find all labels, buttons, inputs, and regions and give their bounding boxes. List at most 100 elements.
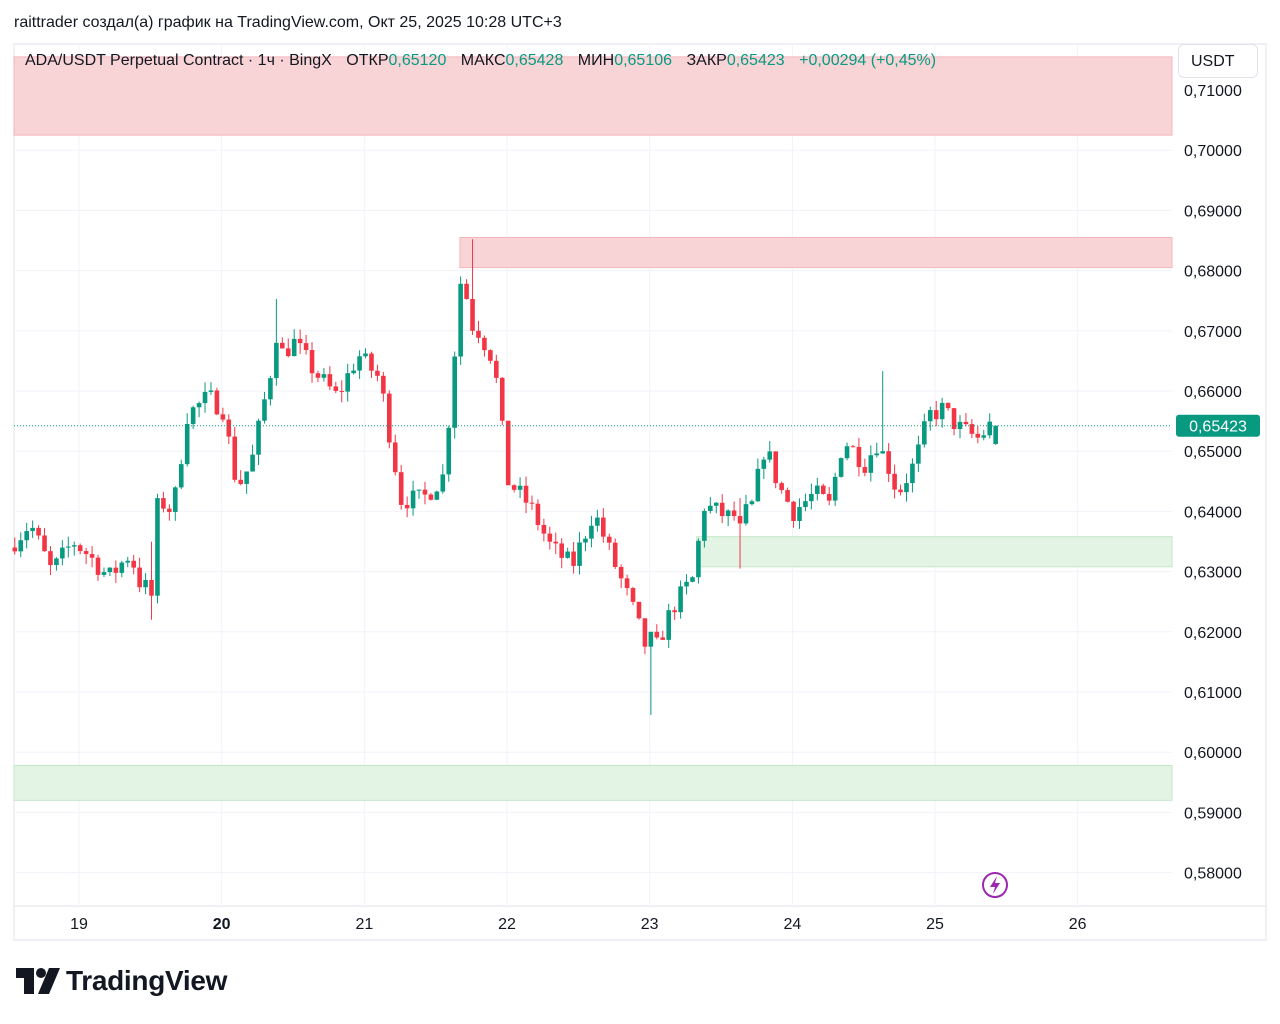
time-tick-label: 25	[926, 916, 944, 933]
candle-body	[274, 342, 279, 379]
time-tick-label: 24	[783, 916, 801, 933]
candle-body	[482, 337, 487, 351]
candle-body	[95, 557, 101, 575]
candle-body	[767, 451, 773, 460]
candle-body	[464, 283, 469, 299]
candle-body	[262, 399, 267, 421]
candle-body	[702, 510, 707, 541]
price-tick-label: 0,61000	[1184, 685, 1242, 702]
candle-body	[642, 618, 648, 647]
candle-body	[137, 567, 142, 588]
candle-body	[42, 535, 47, 552]
currency-button[interactable]: USDT	[1178, 44, 1258, 78]
candle-body	[737, 516, 743, 524]
candle-body	[428, 494, 434, 500]
candle-body	[612, 542, 618, 567]
candle-body	[761, 459, 767, 469]
time-tick-label: 26	[1069, 916, 1087, 933]
candle-body	[351, 370, 356, 374]
candle-body	[184, 423, 190, 465]
candle-body	[178, 464, 184, 488]
candle-body	[434, 491, 440, 500]
candle-body	[571, 551, 576, 566]
candle-body	[54, 558, 59, 566]
candle-body	[285, 348, 291, 357]
candle-body	[874, 453, 880, 456]
candle-body	[779, 483, 784, 491]
candle-body	[268, 378, 273, 400]
price-tick-label: 0,65000	[1184, 444, 1242, 461]
candle-body	[327, 374, 333, 387]
candle-body	[565, 551, 570, 558]
candle-body	[826, 493, 832, 501]
candle-body	[375, 370, 380, 376]
tradingview-logo[interactable]: TradingView	[16, 965, 227, 997]
price-chart[interactable]: 0,65423 0,71000 0,70000 0,69000 0,68000 0,67…	[0, 0, 1280, 950]
candle-body	[125, 560, 131, 563]
candle-body	[499, 377, 505, 421]
candle-body	[458, 283, 463, 357]
candle-body	[898, 489, 903, 493]
chart-attribution: raittrader создал(а) график на TradingVi…	[14, 14, 562, 31]
candle-body	[77, 545, 83, 552]
last-price-label: 0,65423	[1189, 419, 1247, 436]
candle-body	[583, 538, 588, 543]
candle-body	[951, 408, 957, 430]
candle-body	[719, 502, 725, 517]
symbol-title[interactable]: ADA/USDT Perpetual Contract · 1ч · BingX	[25, 52, 332, 69]
candle-body	[89, 554, 95, 558]
candle-body	[595, 517, 600, 526]
candle-body	[452, 356, 457, 428]
price-tick-label: 0,71000	[1184, 83, 1242, 100]
price-tick-label: 0,68000	[1184, 264, 1242, 281]
candle-body	[868, 455, 874, 473]
candle-body	[387, 393, 392, 443]
candle-body	[892, 473, 897, 490]
candle-body	[161, 498, 166, 509]
candle-body	[803, 501, 808, 508]
open-value: 0,65120	[388, 52, 447, 69]
time-tick-label: 21	[355, 916, 373, 933]
candle-body	[601, 517, 606, 537]
candle-body	[131, 560, 136, 568]
candle-body	[862, 467, 868, 473]
high-label: МАКС	[460, 52, 506, 69]
close-label: ЗАКР	[686, 52, 727, 69]
candle-body	[773, 451, 779, 484]
candle-body	[791, 501, 796, 521]
price-zones	[13, 56, 1173, 801]
candle-body	[809, 493, 814, 502]
candle-body	[678, 586, 683, 613]
candle-body	[916, 444, 921, 464]
candle-body	[494, 360, 499, 378]
candle-body	[226, 419, 232, 437]
candle-body	[71, 545, 77, 547]
price-axis: 0,71000 0,70000 0,69000 0,68000 0,67000 0,660…	[1184, 83, 1242, 883]
time-tick-label: 23	[641, 916, 659, 933]
candle-body	[333, 386, 339, 391]
candle-body	[535, 503, 541, 525]
candle-body	[541, 524, 547, 534]
candle-body	[321, 374, 327, 378]
candle-body	[630, 588, 636, 602]
candle-body	[232, 436, 238, 480]
candle-body	[18, 540, 24, 552]
candle-body	[440, 474, 446, 492]
candle-body	[511, 485, 517, 490]
candle-body	[398, 472, 404, 505]
candle-body	[488, 350, 493, 361]
candle-body	[708, 505, 713, 511]
candle-body	[927, 410, 933, 422]
candle-body	[904, 483, 909, 493]
time-axis: 19 20 21 22 23 24 25 26	[70, 916, 1087, 933]
price-tick-label: 0,62000	[1184, 625, 1242, 642]
resistance-zone	[459, 236, 1173, 269]
candle-body	[101, 572, 107, 575]
candle-body	[886, 451, 891, 474]
candle-body	[725, 510, 731, 517]
alert-icon	[982, 872, 1008, 898]
candle-body	[660, 637, 666, 640]
candle-body	[559, 543, 565, 558]
candle-body	[987, 421, 993, 436]
support-zone	[13, 764, 1173, 801]
